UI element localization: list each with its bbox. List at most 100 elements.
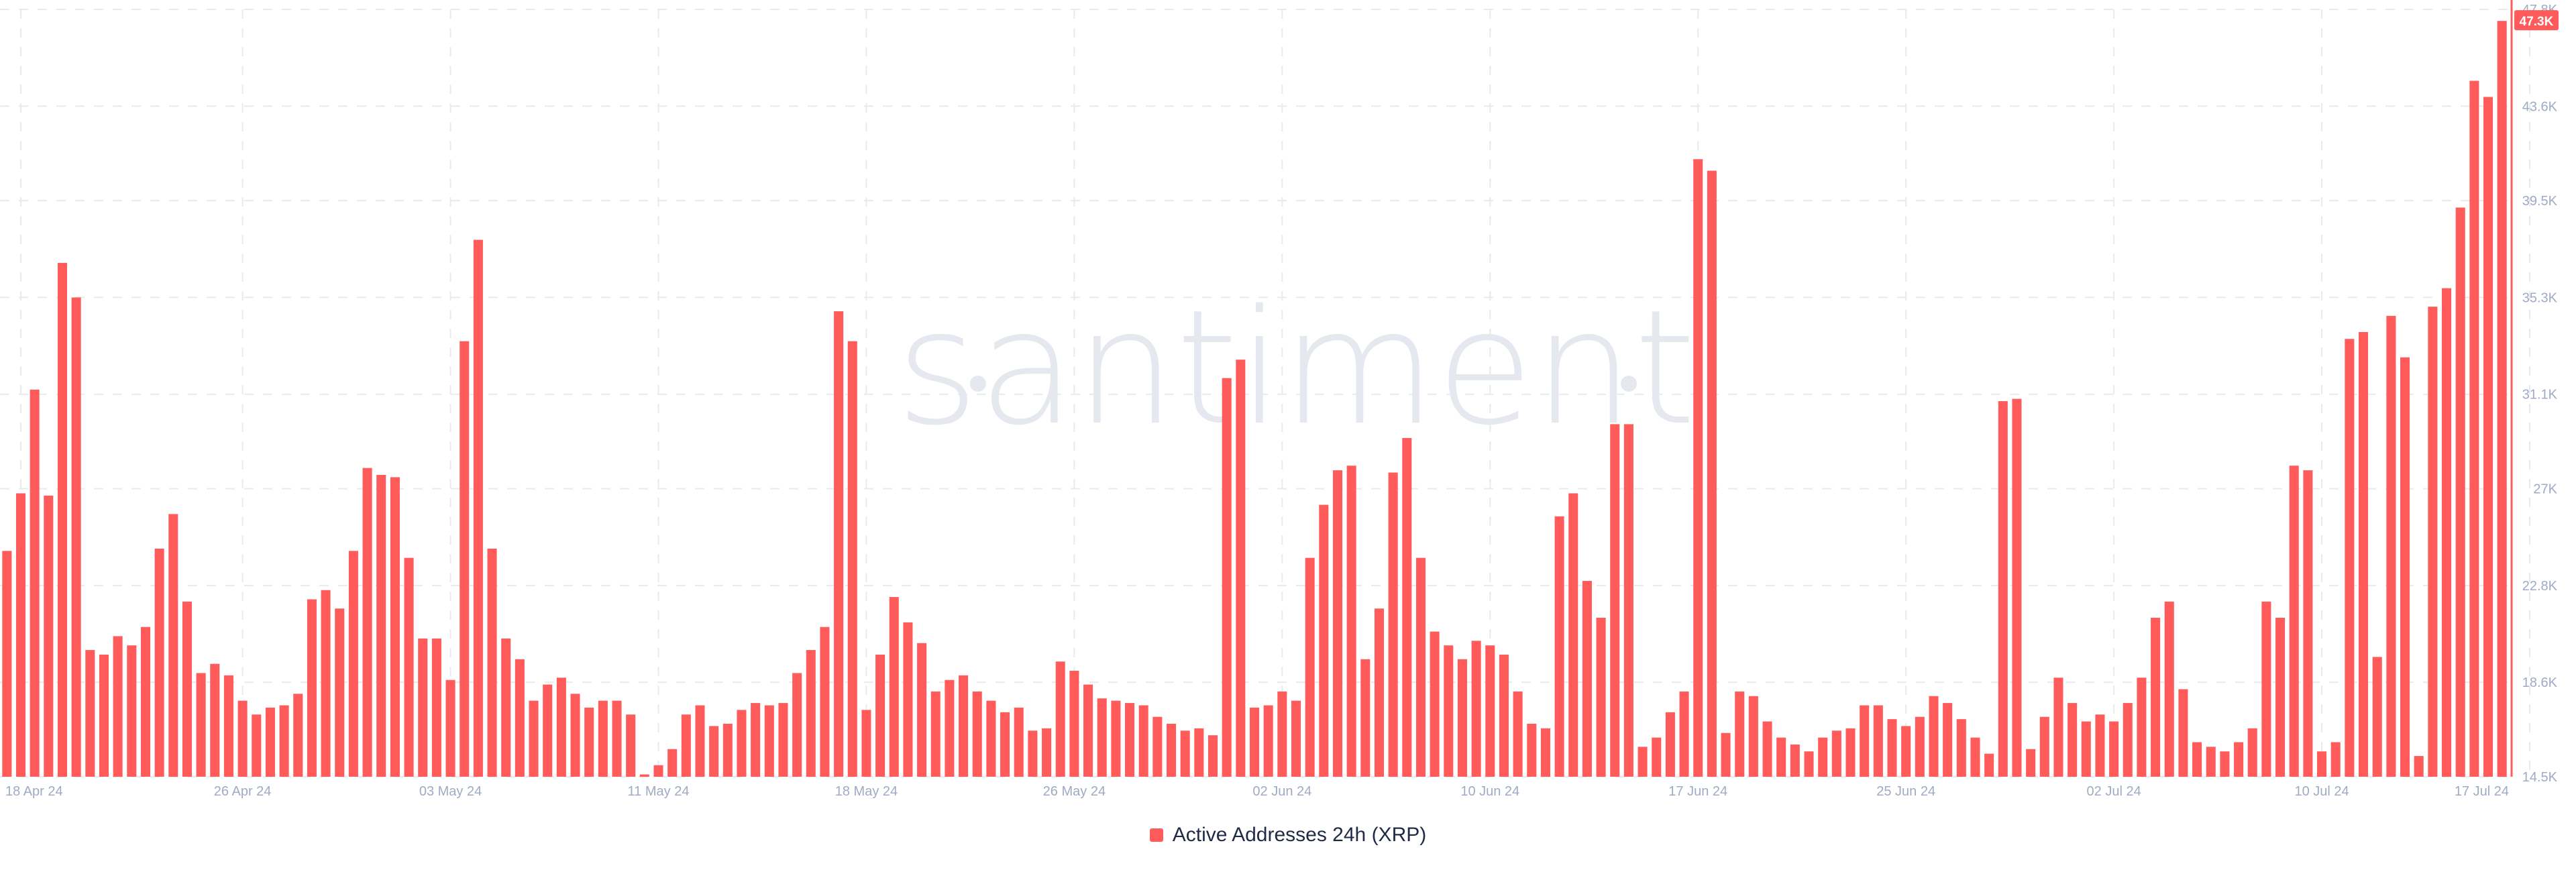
bar[interactable] [348,551,358,777]
bar[interactable] [2441,288,2452,777]
bar[interactable] [1000,712,1010,777]
bar[interactable] [1430,631,1440,777]
legend[interactable]: Active Addresses 24h (XRP) [0,824,2576,847]
bar[interactable] [1554,516,1564,777]
bar[interactable] [1097,698,1107,777]
bar[interactable] [431,638,441,777]
bar[interactable] [1083,684,1093,777]
bar[interactable] [2178,689,2188,777]
bar[interactable] [1818,737,1828,777]
bar[interactable] [1194,728,1204,777]
bar[interactable] [917,643,927,777]
bar[interactable] [44,495,54,777]
bar[interactable] [875,654,885,777]
bar[interactable] [210,663,220,777]
bar[interactable] [1332,470,1343,777]
bar[interactable] [140,626,150,777]
bar[interactable] [861,710,871,777]
bar[interactable] [1042,728,1052,777]
bar[interactable] [903,622,913,777]
bar[interactable] [1970,737,1980,777]
bar[interactable] [1679,691,1689,777]
bar[interactable] [2483,97,2493,777]
bar[interactable] [390,477,400,777]
bar[interactable] [1069,670,1079,777]
bar[interactable] [570,694,580,777]
bar[interactable] [404,557,414,777]
bar[interactable] [2317,751,2327,777]
bar[interactable] [237,700,248,777]
bar[interactable] [1665,712,1675,777]
bar[interactable] [1457,659,1467,777]
bar[interactable] [737,710,747,777]
bar[interactable] [1610,424,1620,777]
bar[interactable] [252,714,262,777]
bar[interactable] [445,679,455,777]
bar[interactable] [1277,691,1287,777]
bar[interactable] [2247,728,2257,777]
bar[interactable] [1055,661,1065,777]
bar[interactable] [2330,742,2341,777]
bar[interactable] [1638,747,1648,777]
bar[interactable] [959,675,969,777]
bar[interactable] [764,705,774,777]
bar[interactable] [113,636,123,777]
bar[interactable] [2497,21,2507,777]
bar[interactable] [1735,691,1745,777]
bar[interactable] [709,726,719,777]
bar[interactable] [2206,747,2216,777]
bar[interactable] [362,468,372,777]
bar[interactable] [1388,472,1398,777]
bar[interactable] [2192,742,2202,777]
bar[interactable] [1943,703,1953,777]
bar[interactable] [1415,557,1426,777]
bar[interactable] [1776,737,1786,777]
bar[interactable] [598,700,608,777]
bar[interactable] [85,650,95,777]
bar[interactable] [1540,728,1550,777]
bar[interactable] [847,341,857,777]
bar[interactable] [2359,331,2369,777]
bar[interactable] [501,638,511,777]
bar[interactable] [1166,723,1177,777]
bar[interactable] [1208,735,1218,777]
bar[interactable] [2289,466,2299,777]
bar[interactable] [1984,753,1994,777]
bar[interactable] [1582,580,1592,777]
bar[interactable] [1319,504,1329,777]
bar[interactable] [307,599,317,777]
bar[interactable] [1125,703,1135,777]
bar[interactable] [2151,617,2161,777]
bar[interactable] [2053,677,2063,777]
bar[interactable] [930,691,941,777]
bar[interactable] [2164,601,2174,777]
bar[interactable] [1901,726,1911,777]
bar[interactable] [1346,466,1356,777]
bar[interactable] [1222,378,1232,777]
bar[interactable] [1305,557,1315,777]
bar[interactable] [1444,645,1454,777]
bar[interactable] [2400,357,2410,777]
bar[interactable] [792,673,802,777]
bar[interactable] [1014,707,1024,777]
bar[interactable] [2123,703,2133,777]
bar[interactable] [1263,705,1273,777]
bar[interactable] [2469,80,2479,777]
bar[interactable] [2455,207,2465,777]
bar[interactable] [1499,654,1509,777]
bar[interactable] [1790,744,1800,777]
bar[interactable] [945,679,955,777]
bar[interactable] [1998,401,2008,777]
bar[interactable] [820,626,830,777]
bar[interactable] [722,723,733,777]
bar[interactable] [127,645,137,777]
bar[interactable] [2137,677,2147,777]
bar[interactable] [2026,749,2036,777]
bar[interactable] [1915,716,1925,777]
bar[interactable] [584,707,594,777]
bar[interactable] [1762,721,1772,777]
bar[interactable] [2068,703,2078,777]
bar[interactable] [1652,737,1662,777]
bar[interactable] [1707,170,1717,777]
bar[interactable] [265,707,275,777]
